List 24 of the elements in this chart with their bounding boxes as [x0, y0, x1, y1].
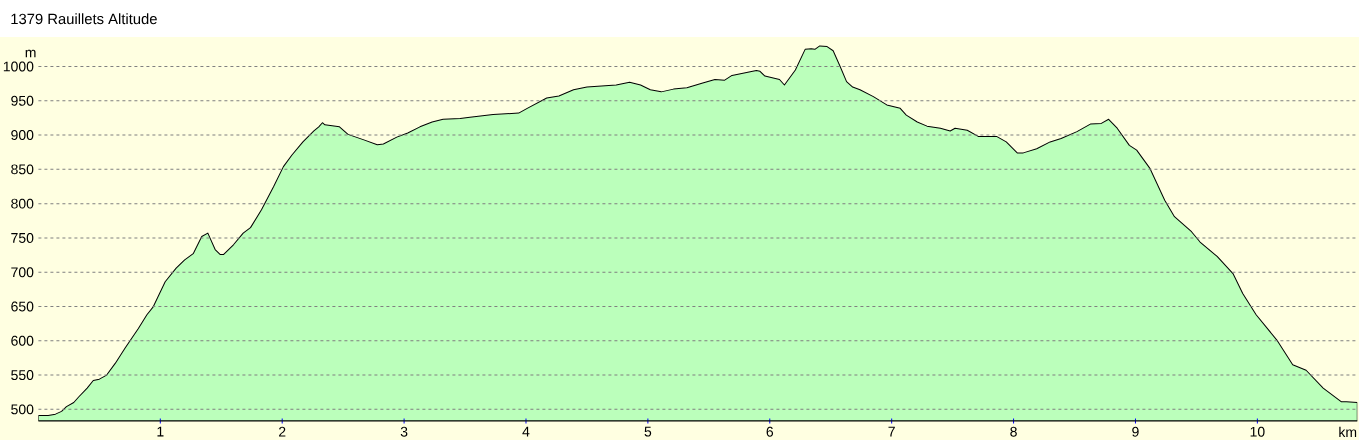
y-tick-label: 650 [11, 301, 34, 312]
x-tick-label: 3 [400, 426, 408, 437]
x-tick-label: 6 [766, 426, 774, 437]
y-tick-label: 700 [11, 267, 34, 278]
x-tick-label: 9 [1132, 426, 1139, 437]
y-tick-label: 850 [11, 164, 34, 175]
y-tick-label: 550 [11, 370, 34, 381]
y-tick-label: 900 [11, 130, 34, 141]
y-axis-title: m [25, 49, 36, 58]
y-tick-label: 750 [11, 232, 34, 243]
y-tick-label: 800 [11, 198, 34, 209]
x-tick-label: 4 [522, 426, 530, 437]
x-tick-label: 10 [1250, 426, 1265, 437]
x-tick-label: 8 [1010, 426, 1017, 437]
chart-title: 1379 Rauillets Altitude [11, 13, 157, 25]
y-tick-label: 600 [11, 335, 34, 346]
y-tick-label: 500 [11, 404, 34, 415]
x-axis-title: km [1339, 426, 1357, 437]
x-tick-label: 5 [644, 426, 652, 437]
x-tick-label: 7 [888, 426, 895, 437]
y-tick-label: 1000 [3, 61, 34, 72]
y-tick-label: 950 [11, 95, 34, 106]
x-tick-label: 2 [279, 426, 286, 437]
x-tick-label: 1 [157, 426, 164, 437]
